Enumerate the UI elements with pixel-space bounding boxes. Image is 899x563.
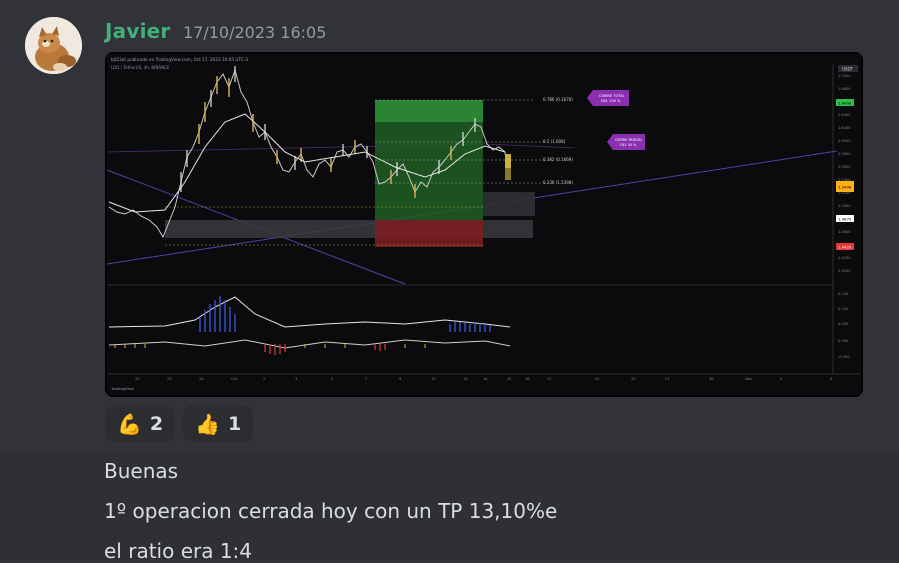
svg-text:Nov: Nov bbox=[745, 377, 753, 381]
annotation-cierre-total-line2: DEL 100 % bbox=[601, 99, 621, 103]
message-timestamp[interactable]: 17/10/2023 16:05 bbox=[183, 23, 327, 42]
svg-text:27: 27 bbox=[665, 377, 670, 381]
svg-text:22: 22 bbox=[135, 377, 140, 381]
price-tag-orange: 1.5406 bbox=[838, 185, 852, 190]
svg-text:Oct: Oct bbox=[231, 377, 238, 381]
reaction-count: 1 bbox=[228, 412, 242, 435]
svg-text:1.5400: 1.5400 bbox=[838, 178, 851, 182]
price-tag-white: 1.4870 bbox=[838, 217, 852, 222]
svg-text:13: 13 bbox=[463, 377, 468, 381]
svg-text:1.4600: 1.4600 bbox=[838, 230, 851, 234]
svg-text:0.236 (1.5398): 0.236 (1.5398) bbox=[543, 180, 573, 185]
svg-text:1.4000: 1.4000 bbox=[838, 269, 851, 273]
annotation-cierre-parcial-line2: DEL 50 % bbox=[620, 143, 637, 147]
svg-text:0.786 (0.1676): 0.786 (0.1676) bbox=[543, 97, 573, 102]
svg-text:2: 2 bbox=[263, 377, 265, 381]
chart-title: bjt23at publicado en TradingView.com, Oc… bbox=[111, 57, 248, 62]
author-name[interactable]: Javier bbox=[105, 19, 171, 43]
avatar[interactable] bbox=[25, 17, 82, 74]
svg-text:1.4200: 1.4200 bbox=[838, 256, 851, 260]
svg-text:23: 23 bbox=[167, 377, 172, 381]
svg-text:0.5 (1.608): 0.5 (1.608) bbox=[543, 139, 566, 144]
annotation-cierre-parcial-line1: CIERRE PARCIAL bbox=[615, 138, 642, 142]
flexed-biceps-icon: 💪 bbox=[117, 411, 142, 436]
svg-text:0.050: 0.050 bbox=[838, 322, 849, 326]
message-line: 1º operacion cerrada hoy con un TP 13,10… bbox=[104, 499, 558, 523]
svg-text:9: 9 bbox=[399, 377, 402, 381]
trading-chart: bjt23at publicado en TradingView.com, Oc… bbox=[105, 52, 863, 397]
svg-text:1.5200: 1.5200 bbox=[838, 191, 851, 195]
svg-text:4: 4 bbox=[830, 377, 833, 381]
reaction-thumbs-up[interactable]: 👍 1 bbox=[183, 405, 254, 442]
svg-text:0.100: 0.100 bbox=[838, 307, 849, 311]
svg-text:1.6400: 1.6400 bbox=[838, 113, 851, 117]
svg-text:30: 30 bbox=[709, 377, 714, 381]
thumbs-up-icon: 👍 bbox=[195, 411, 221, 436]
svg-text:3: 3 bbox=[295, 377, 297, 381]
reaction-flexed-biceps[interactable]: 💪 2 bbox=[105, 405, 176, 442]
svg-text:7: 7 bbox=[365, 377, 367, 381]
svg-text:1.7000: 1.7000 bbox=[838, 74, 851, 78]
svg-text:24: 24 bbox=[199, 377, 204, 381]
svg-text:20: 20 bbox=[595, 377, 600, 381]
message-line: el ratio era 1:4 bbox=[104, 539, 253, 563]
next-message-container bbox=[0, 452, 899, 559]
svg-text:1.6800: 1.6800 bbox=[838, 87, 851, 91]
svg-text:1.5800: 1.5800 bbox=[838, 152, 851, 156]
svg-text:-0.050: -0.050 bbox=[838, 355, 850, 359]
svg-text:0.000: 0.000 bbox=[838, 339, 849, 343]
svg-text:1.5600: 1.5600 bbox=[838, 165, 851, 169]
svg-text:1.6200: 1.6200 bbox=[838, 126, 851, 130]
chart-symbol: LDO / TetherUS, 4h, BINANCE bbox=[111, 65, 170, 70]
svg-text:5: 5 bbox=[331, 377, 333, 381]
svg-text:0.382 (0.1669): 0.382 (0.1669) bbox=[543, 157, 573, 162]
price-tag-green: 1.6400 bbox=[838, 101, 852, 106]
svg-text:1.6000: 1.6000 bbox=[838, 139, 851, 143]
svg-text:22: 22 bbox=[631, 377, 636, 381]
svg-text:11: 11 bbox=[431, 377, 436, 381]
svg-text:16: 16 bbox=[525, 377, 530, 381]
image-attachment[interactable]: bjt23at publicado en TradingView.com, Oc… bbox=[105, 52, 863, 397]
annotation-cierre-total-line1: CIERRE TOTAL bbox=[599, 94, 625, 98]
svg-text:0.150: 0.150 bbox=[838, 292, 849, 296]
price-tag-red: 1.4420 bbox=[838, 245, 852, 250]
svg-text:1.5000: 1.5000 bbox=[838, 204, 851, 208]
cat-avatar-icon bbox=[25, 17, 82, 74]
reactions-bar: 💪 2 👍 1 bbox=[105, 405, 254, 442]
svg-text:14: 14 bbox=[483, 377, 488, 381]
tradingview-logo: TradingView bbox=[110, 386, 134, 391]
message-line: Buenas bbox=[104, 459, 179, 483]
reaction-count: 2 bbox=[149, 412, 164, 435]
svg-text:15: 15 bbox=[507, 377, 512, 381]
currency-label: USDT bbox=[842, 67, 854, 72]
svg-text:17: 17 bbox=[547, 377, 552, 381]
svg-text:2: 2 bbox=[780, 377, 782, 381]
